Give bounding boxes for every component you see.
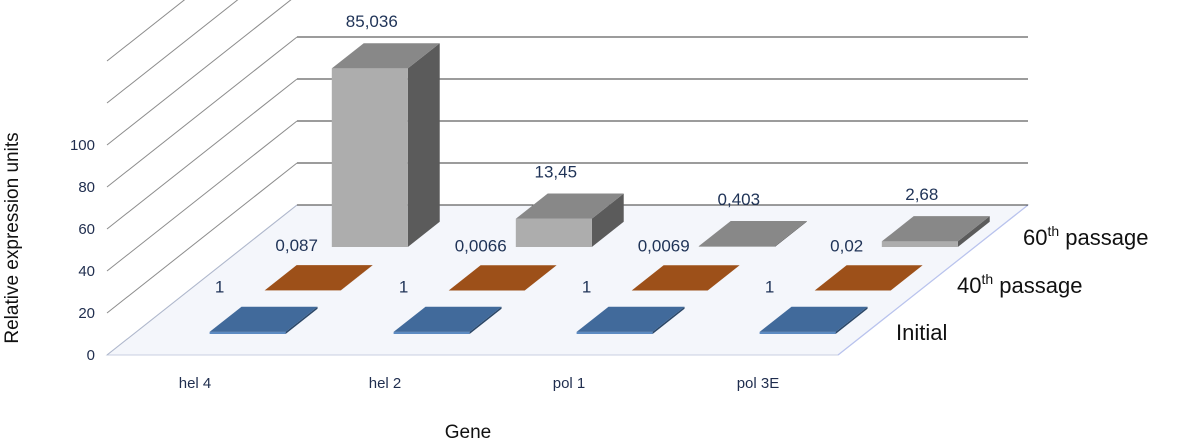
bar — [631, 265, 740, 291]
gridline-side — [106, 36, 298, 188]
category-label: hel 4 — [179, 375, 212, 392]
bar — [515, 193, 624, 247]
data-label: 1 — [399, 278, 408, 297]
data-label: 0,087 — [275, 236, 318, 255]
bar — [759, 306, 868, 334]
gridline-side — [106, 204, 298, 356]
gridline-side — [106, 0, 186, 62]
x-axis-title: Gene — [445, 422, 491, 443]
gridlines — [106, 0, 1028, 356]
bar — [881, 216, 990, 247]
data-label: 13,45 — [535, 163, 578, 182]
y-tick-label: 60 — [78, 221, 95, 238]
bar — [393, 306, 502, 334]
data-label: 1 — [765, 278, 774, 297]
bars — [209, 43, 990, 334]
y-tick-label: 40 — [78, 263, 95, 280]
category-label: hel 2 — [369, 375, 402, 392]
series-label: Initial — [896, 320, 947, 345]
data-label: 1 — [582, 278, 591, 297]
data-label: 0,02 — [830, 236, 863, 255]
bar — [576, 306, 685, 334]
y-axis-title: Relative expression units — [2, 132, 23, 343]
gridline-side — [106, 162, 298, 314]
series-label: 40th passage — [957, 271, 1082, 298]
y-tick-label: 80 — [78, 179, 95, 196]
y-tick-label: 100 — [70, 137, 95, 154]
data-label: 0,0069 — [638, 236, 690, 255]
bar — [698, 220, 807, 247]
bar — [209, 306, 318, 334]
gridline-side — [106, 78, 298, 230]
y-tick-label: 20 — [78, 305, 95, 322]
y-tick-labels: 0 20 40 60 80 100 — [70, 137, 95, 364]
data-labels: 1 1 1 1 0,087 0,0066 0,0069 0,02 85,036 13,45 0,40… — [215, 12, 938, 296]
bar — [814, 265, 923, 291]
data-label: 2,68 — [905, 185, 938, 204]
data-label: 1 — [215, 278, 224, 297]
gridline-side — [106, 0, 239, 104]
gridline-side — [106, 0, 292, 146]
category-label: pol 3E — [737, 375, 780, 392]
bar — [331, 43, 440, 248]
data-label: 85,036 — [346, 12, 398, 31]
bar — [448, 265, 557, 291]
series-label: 60th passage — [1023, 223, 1148, 250]
depth-axis-line — [837, 204, 1029, 356]
y-tick-label: 0 — [87, 347, 95, 364]
category-labels: hel 4 hel 2 pol 1 pol 3E — [179, 375, 780, 392]
bar — [264, 265, 373, 291]
category-label: pol 1 — [553, 375, 586, 392]
data-label: 0,0066 — [455, 236, 507, 255]
gridline-side — [106, 120, 298, 272]
series-labels: Initial 40th passage 60th passage — [896, 223, 1148, 345]
data-label: 0,403 — [718, 190, 761, 209]
